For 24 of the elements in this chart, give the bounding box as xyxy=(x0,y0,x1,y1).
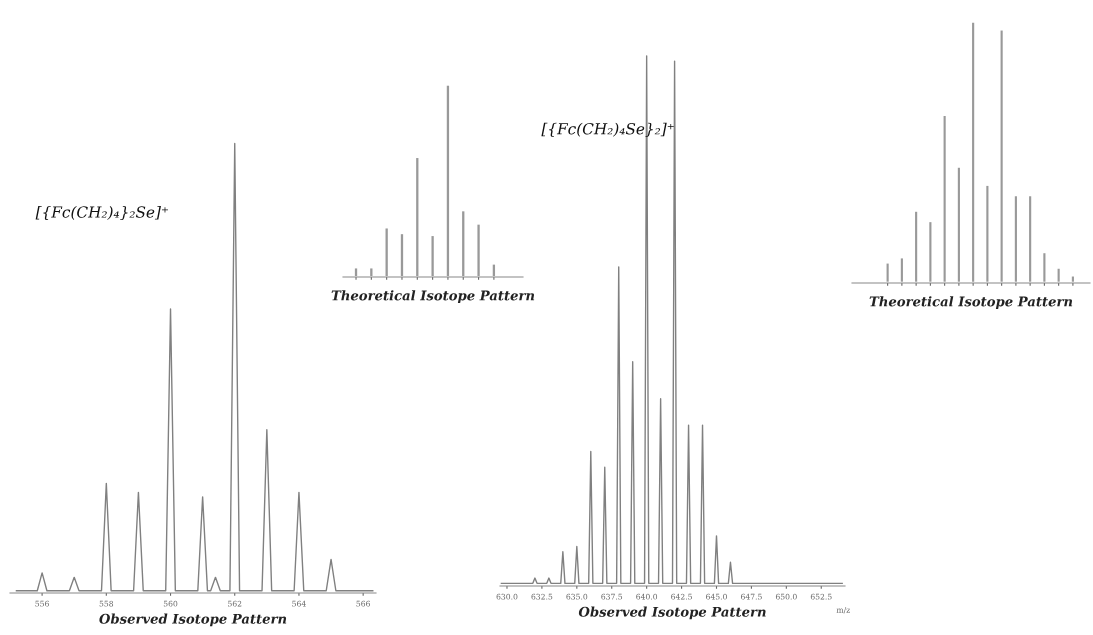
x-axis-title: Theoretical Isotope Pattern xyxy=(331,290,535,303)
x-axis-title: Observed Isotope Pattern xyxy=(578,606,766,620)
bar xyxy=(972,22,975,282)
bar xyxy=(1029,196,1032,282)
bar xyxy=(1014,196,1017,282)
bar xyxy=(431,236,434,277)
bar xyxy=(915,211,918,282)
annotation: [{Fc(CH₂)₄Se}₂]⁺ xyxy=(541,122,674,137)
x-axis-title: Observed Isotope Pattern xyxy=(99,613,287,627)
bar xyxy=(986,185,989,282)
annotation: [{Fc(CH₂)₄}₂Se]⁺ xyxy=(35,205,168,221)
bar xyxy=(900,258,903,282)
bar xyxy=(1043,253,1046,282)
bar xyxy=(886,263,889,282)
bar xyxy=(370,268,373,277)
bar xyxy=(929,222,932,282)
bar xyxy=(1000,30,1003,282)
bar xyxy=(943,115,946,282)
bar xyxy=(1057,268,1060,282)
bar xyxy=(354,268,358,277)
x-axis-title: Theoretical Isotope Pattern xyxy=(869,296,1073,309)
bar xyxy=(477,224,480,277)
bar xyxy=(1071,276,1074,282)
bar xyxy=(957,167,960,282)
